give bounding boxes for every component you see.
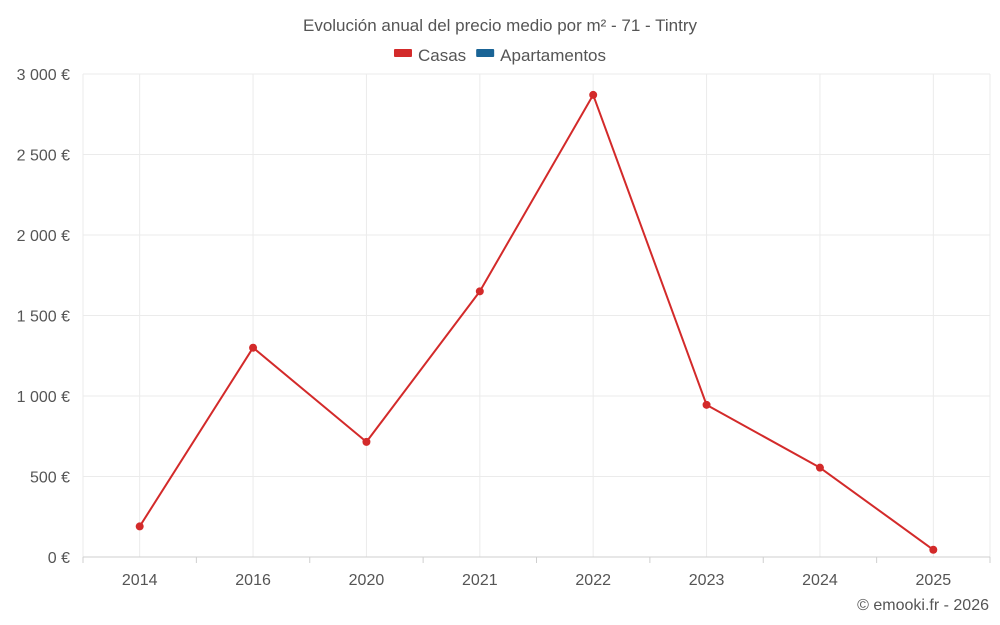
legend-swatch <box>393 49 412 57</box>
legend-label: Casas <box>418 46 466 65</box>
x-tick-label: 2025 <box>916 572 952 589</box>
y-tick-label: 3 000 € <box>17 67 70 84</box>
data-point[interactable] <box>475 287 484 296</box>
legend-label: Apartamentos <box>500 46 606 65</box>
x-tick-label: 2020 <box>349 572 385 589</box>
series-line-casas <box>138 93 934 551</box>
y-tick-label: 0 € <box>48 550 70 567</box>
legend-item[interactable]: Apartamentos <box>476 46 606 65</box>
chart-legend: Casas Apartamentos <box>393 46 606 65</box>
legend-item[interactable]: Casas <box>393 46 466 65</box>
x-tick-label: 2024 <box>802 572 838 589</box>
y-tick-label: 1 000 € <box>17 389 70 406</box>
data-point[interactable] <box>249 343 258 352</box>
x-tick-label: 2014 <box>122 572 158 589</box>
y-tick-label: 500 € <box>30 470 70 487</box>
y-tick-label: 1 500 € <box>17 309 70 326</box>
data-point[interactable] <box>589 90 598 99</box>
y-tick-label: 2 000 € <box>17 228 70 245</box>
data-point[interactable] <box>702 400 711 409</box>
data-point[interactable] <box>929 545 938 554</box>
data-point[interactable] <box>135 522 144 531</box>
data-point[interactable] <box>815 463 824 472</box>
legend-swatch <box>476 49 495 57</box>
y-axis: 0 € 500 € 1 000 € 1 500 € 2 000 € 2 500 € 3 00… <box>17 67 70 567</box>
chart-title: Evolución anual del precio medio por m² … <box>303 16 698 35</box>
chart-grid <box>82 73 991 557</box>
data-point[interactable] <box>362 437 371 446</box>
y-tick-label: 2 500 € <box>17 148 70 165</box>
x-axis: 2014 2016 2020 2021 2022 2023 2024 2025 <box>82 556 991 589</box>
series-layer <box>135 90 938 554</box>
credit-text: © emooki.fr - 2026 <box>857 597 989 614</box>
x-tick-label: 2022 <box>575 572 611 589</box>
x-tick-label: 2023 <box>689 572 725 589</box>
x-tick-label: 2021 <box>462 572 498 589</box>
x-tick-label: 2016 <box>235 572 271 589</box>
